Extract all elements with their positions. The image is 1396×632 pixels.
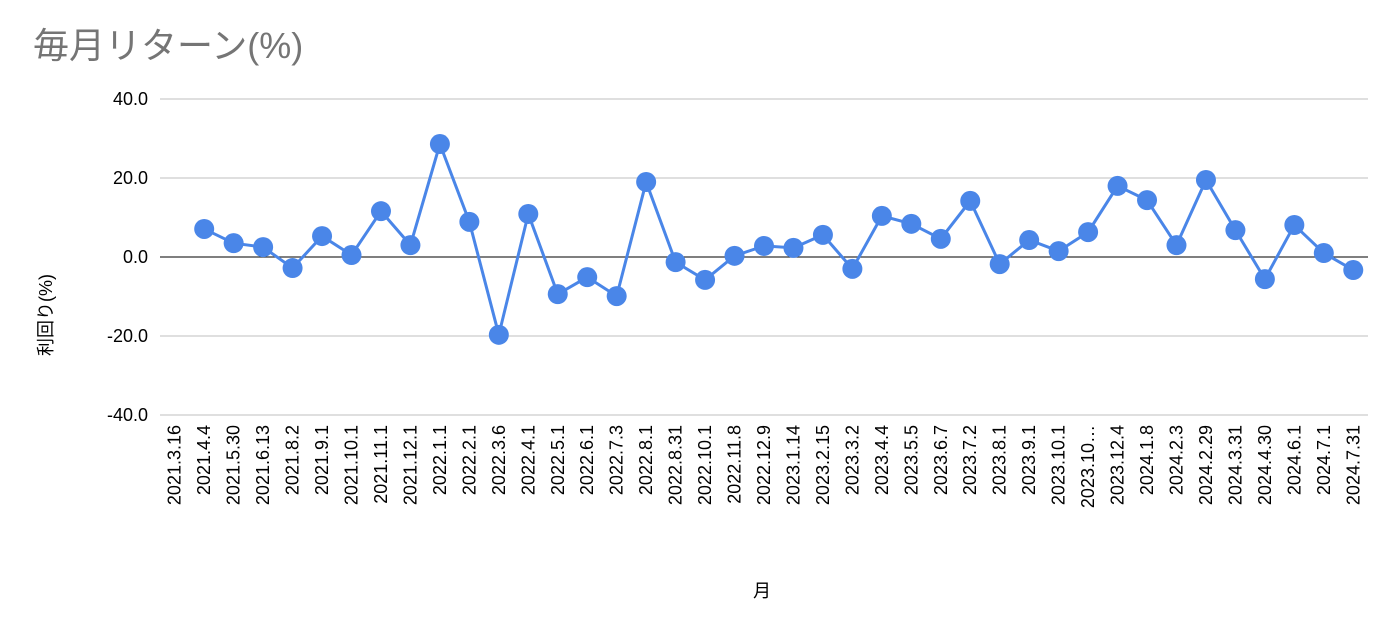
x-axis-title: 月: [753, 581, 771, 601]
point: [783, 237, 804, 258]
point: [1225, 220, 1246, 241]
x-tick-label: 2023.8.1: [990, 425, 1010, 495]
x-tick-label: 2022.5.1: [548, 425, 568, 495]
point: [606, 286, 627, 307]
y-tick-label: -20.0: [107, 326, 148, 346]
point: [1078, 222, 1099, 243]
point: [223, 233, 244, 254]
x-tick-label: 2023.2.15: [813, 425, 833, 505]
point: [194, 218, 215, 239]
x-tick-label: 2024.4.30: [1255, 425, 1275, 505]
x-tick-label: 2023.9.1: [1019, 425, 1039, 495]
x-tick-label: 2022.3.6: [489, 425, 509, 495]
point: [1343, 260, 1364, 281]
x-tick-label: 2021.3.16: [165, 425, 185, 505]
point: [871, 205, 892, 226]
chart-title: 毎月リターン(%): [33, 25, 303, 66]
point: [724, 245, 745, 266]
point: [400, 235, 421, 256]
point: [488, 324, 509, 345]
x-tick-label: 2021.4.4: [194, 425, 214, 495]
x-tick-label: 2024.6.1: [1284, 425, 1304, 495]
x-tick-label: 2023.12.4: [1108, 425, 1128, 505]
x-tick-label: 2022.1.1: [430, 425, 450, 495]
x-tick-label: 2023.1.14: [783, 425, 803, 505]
point: [1166, 235, 1187, 256]
x-tick-label: 2021.9.1: [312, 425, 332, 495]
point: [282, 258, 303, 279]
point: [370, 201, 391, 222]
x-tick-label: 2024.7.31: [1343, 425, 1363, 505]
x-tick-label: 2022.10.1: [695, 425, 715, 505]
x-tick-label: 2024.2.3: [1166, 425, 1186, 495]
x-tick-label: 2023.5.5: [901, 425, 921, 495]
point: [1195, 169, 1216, 190]
y-axis-title: 利回り(%): [36, 274, 56, 356]
point: [312, 226, 333, 247]
x-tick-label: 2023.6.7: [931, 425, 951, 495]
x-tick-label: 2021.11.1: [371, 425, 391, 504]
point: [1048, 241, 1069, 262]
x-tick-label: 2023.10…: [1078, 425, 1098, 508]
point: [665, 252, 686, 273]
point: [1313, 243, 1334, 264]
x-tick-label: 2021.6.13: [253, 425, 273, 505]
point: [547, 284, 568, 305]
point: [253, 237, 274, 258]
x-tick-label: 2023.7.2: [960, 425, 980, 495]
point: [577, 267, 598, 288]
x-tick-label: 2022.7.3: [607, 425, 627, 495]
point: [518, 203, 539, 224]
x-tick-label: 2022.8.31: [666, 425, 686, 505]
x-tick-label: 2024.7.1: [1314, 425, 1334, 495]
y-tick-label: 0.0: [123, 247, 148, 267]
x-tick-label: 2022.8.1: [636, 425, 656, 495]
x-tick-label: 2021.10.1: [342, 425, 362, 505]
point: [812, 224, 833, 245]
y-tick-label: 40.0: [113, 89, 148, 109]
x-tick-label: 2021.8.2: [283, 425, 303, 495]
x-tick-label: 2022.6.1: [577, 425, 597, 495]
x-tick-label: 2022.2.1: [459, 425, 479, 495]
point: [1107, 175, 1128, 196]
x-tick-label: 2022.4.1: [518, 425, 538, 495]
point: [1284, 215, 1305, 236]
x-tick-label: 2024.1.8: [1137, 425, 1157, 495]
x-tick-label: 2021.5.30: [224, 425, 244, 505]
point: [754, 235, 774, 256]
x-tick-label: 2023.4.4: [872, 425, 892, 495]
line: [203, 139, 1355, 336]
x-tick-label: 2021.12.1: [400, 425, 420, 505]
point: [901, 213, 922, 234]
x-tick-label: 2023.3.2: [842, 425, 862, 495]
point: [842, 258, 863, 279]
x-tick-label: 2024.3.31: [1225, 425, 1245, 505]
point: [341, 245, 362, 266]
x-tick-label: 2023.10.1: [1049, 425, 1069, 505]
point: [695, 269, 716, 290]
point: [930, 228, 951, 249]
point: [1019, 230, 1040, 251]
x-tick-label: 2022.11.8: [725, 425, 745, 504]
point: [1254, 269, 1275, 290]
y-tick-label: 20.0: [113, 168, 148, 188]
point: [960, 190, 981, 211]
x-tick-label: 2022.12.9: [754, 425, 774, 505]
point: [636, 171, 657, 192]
x-tick-label: 2024.2.29: [1196, 425, 1216, 505]
point: [1137, 190, 1158, 211]
point: [989, 254, 1010, 275]
y-tick-label: -40.0: [107, 405, 148, 425]
point: [459, 211, 480, 232]
point: [429, 134, 450, 155]
